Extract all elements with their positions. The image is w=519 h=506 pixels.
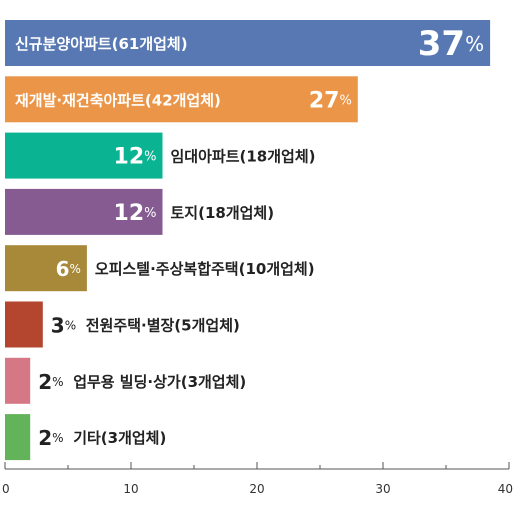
- x-tick-label-40: 40: [498, 482, 513, 496]
- x-tick-label-0: 0: [2, 482, 10, 496]
- bar-value-label-8: 2%: [38, 426, 63, 450]
- x-axis: 0 10 20 30 40: [2, 462, 513, 496]
- bars-group: 37% 신규분양아파트(61개업체) 27% 재개발·재건축아파트(42개업체) 12%…: [5, 20, 491, 461]
- x-tick-label-10: 10: [123, 482, 138, 496]
- x-tick-label-20: 20: [249, 482, 264, 496]
- bar-1: [5, 20, 491, 66]
- bar-5: [5, 245, 87, 292]
- category-label-1: 신규분양아파트(61개업체): [15, 35, 188, 53]
- bar-7: [5, 357, 31, 404]
- category-label-4: 토지(18개업체): [171, 204, 275, 222]
- x-tick-label-30: 30: [375, 482, 390, 496]
- bar-value-label-1: 37%: [418, 24, 484, 64]
- category-label-7: 업무용 빌딩·상가(3개업체): [73, 373, 246, 391]
- category-label-8: 기타(3개업체): [73, 429, 166, 447]
- bar-8: [5, 414, 31, 461]
- bar-value-label-3: 12%: [114, 144, 157, 169]
- bar-value-label-2: 27%: [309, 88, 352, 113]
- bar-value-label-5: 6%: [56, 257, 81, 281]
- category-label-2: 재개발·재건축아파트(42개업체): [15, 91, 221, 109]
- bar-4: [5, 188, 163, 235]
- bar-value-label-6: 3%: [51, 314, 76, 338]
- bar-2: [5, 76, 358, 123]
- category-label-3: 임대아파트(18개업체): [171, 148, 316, 166]
- category-label-5: 오피스텔·주상복합주택(10개업체): [95, 260, 315, 278]
- bar-value-label-7: 2%: [38, 370, 63, 394]
- category-label-6: 전원주택·별장(5개업체): [86, 317, 240, 335]
- bar-3: [5, 132, 163, 179]
- bar-6: [5, 301, 43, 348]
- bar-value-label-4: 12%: [114, 200, 157, 225]
